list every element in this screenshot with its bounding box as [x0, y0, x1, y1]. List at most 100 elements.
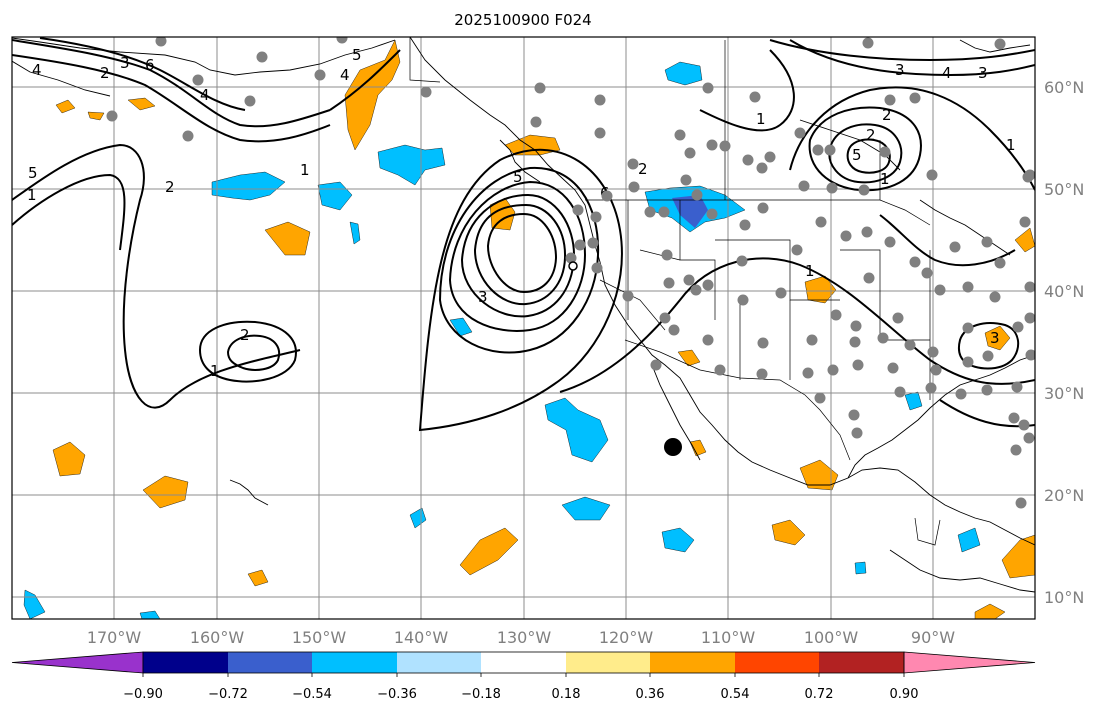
- station-dot: [1024, 312, 1035, 324]
- station-dot: [534, 82, 546, 94]
- station-dot: [690, 284, 702, 296]
- colorbar-tick-label: 0.18: [552, 687, 581, 702]
- contour-label: 6: [145, 56, 155, 74]
- station-dot: [798, 180, 810, 192]
- lat-label: 40°N: [1044, 282, 1084, 301]
- station-dot: [927, 346, 939, 358]
- station-dot: [962, 281, 974, 293]
- lon-label: 100°W: [804, 628, 859, 647]
- colorbar-segment: [397, 652, 481, 673]
- station-dot: [594, 94, 606, 106]
- lon-label: 150°W: [292, 628, 347, 647]
- lat-label: 10°N: [1044, 588, 1084, 607]
- contour-label: 4: [942, 64, 952, 82]
- station-dot: [749, 91, 761, 103]
- contour-label: 3: [120, 54, 130, 72]
- colorbar-tick-label: 0.36: [636, 687, 665, 702]
- station-dot: [926, 169, 938, 181]
- contour-label: 4: [32, 61, 42, 79]
- station-dot: [714, 364, 726, 376]
- station-dot: [1011, 381, 1023, 393]
- colorbar-segment: [143, 652, 228, 673]
- colorbar-segment: [481, 652, 566, 673]
- station-dot: [702, 279, 714, 291]
- open-circle-marker: [568, 261, 578, 271]
- station-dot: [182, 130, 194, 142]
- station-dot: [572, 204, 584, 216]
- station-dot: [934, 284, 946, 296]
- lon-label: 140°W: [394, 628, 449, 647]
- station-dot: [824, 144, 836, 156]
- station-dot: [663, 277, 675, 289]
- station-dot: [719, 140, 731, 152]
- station-dot: [981, 236, 993, 248]
- contour-label: 3: [990, 329, 1000, 347]
- lat-label: 20°N: [1044, 486, 1084, 505]
- contour-label: 2: [240, 326, 250, 344]
- contour-label: 3: [978, 64, 988, 82]
- station-dot: [601, 190, 613, 202]
- contour-label: 2: [165, 178, 175, 196]
- station-dot: [661, 249, 673, 261]
- map-frame: [11, 36, 1036, 620]
- station-dot: [994, 38, 1006, 50]
- station-dot: [764, 151, 776, 163]
- contour-label: 1: [300, 161, 310, 179]
- station-dot: [904, 339, 916, 351]
- station-dot: [884, 236, 896, 248]
- lat-label: 60°N: [1044, 78, 1084, 97]
- colorbar-outline: [142, 651, 905, 674]
- station-dot: [594, 127, 606, 139]
- station-dot: [892, 312, 904, 324]
- colorbar-segment: [228, 652, 312, 673]
- station-dot: [155, 37, 167, 47]
- station-dot: [909, 256, 921, 268]
- lat-label: 50°N: [1044, 180, 1084, 199]
- contour-label: 1: [756, 110, 766, 128]
- lon-axis-labels: 170°W 160°W 150°W 140°W 130°W 120°W 110°…: [87, 628, 955, 647]
- contour-label: 5: [513, 168, 523, 186]
- colorbar-extend-high: [903, 651, 1036, 674]
- station-dot: [1015, 497, 1027, 509]
- lat-axis-labels: 60°N 50°N 40°N 30°N 20°N 10°N: [1044, 78, 1084, 607]
- station-dot: [791, 244, 803, 256]
- contour-label: 1: [880, 170, 890, 188]
- station-dot: [848, 409, 860, 421]
- station-dot: [106, 110, 118, 122]
- station-dot: [742, 154, 754, 166]
- map-panel: 3 5 2 1 1 2 1 2 1 2 3 6 4 1 2 2 5 1 3 4 …: [12, 37, 1035, 619]
- station-dot: [962, 356, 974, 368]
- station-dot: [644, 206, 656, 218]
- station-dot: [702, 334, 714, 346]
- station-dot: [706, 208, 718, 220]
- station-dot: [981, 384, 993, 396]
- station-dot: [962, 322, 974, 334]
- station-dot: [1012, 321, 1024, 333]
- lon-label: 120°W: [599, 628, 654, 647]
- station-dot: [930, 364, 942, 376]
- station-dot: [802, 367, 814, 379]
- contour-label: 2: [882, 106, 892, 124]
- station-dot: [674, 129, 686, 141]
- station-dot: [949, 241, 961, 253]
- station-dot: [1025, 349, 1035, 361]
- station-dot: [737, 294, 749, 306]
- station-dot: [863, 272, 875, 284]
- lon-label: 130°W: [497, 628, 552, 647]
- contour-label: 1: [1006, 136, 1016, 154]
- station-dot: [192, 74, 204, 86]
- station-dot: [757, 337, 769, 349]
- colorbar-segment: [735, 652, 819, 673]
- station-dot: [982, 350, 994, 362]
- colorbar: [11, 651, 1036, 677]
- contour-label: 2: [866, 126, 876, 144]
- contour-label: 4: [340, 66, 350, 84]
- station-markers: [106, 37, 1035, 509]
- station-dot: [814, 392, 826, 404]
- colorbar-tick-label: −0.54: [292, 687, 332, 702]
- station-dot: [851, 427, 863, 439]
- contour-label: 5: [28, 164, 38, 182]
- station-dot: [861, 226, 873, 238]
- figure-title: 2025100900 F024: [454, 11, 591, 29]
- colorbar-tick-label: 0.54: [721, 687, 750, 702]
